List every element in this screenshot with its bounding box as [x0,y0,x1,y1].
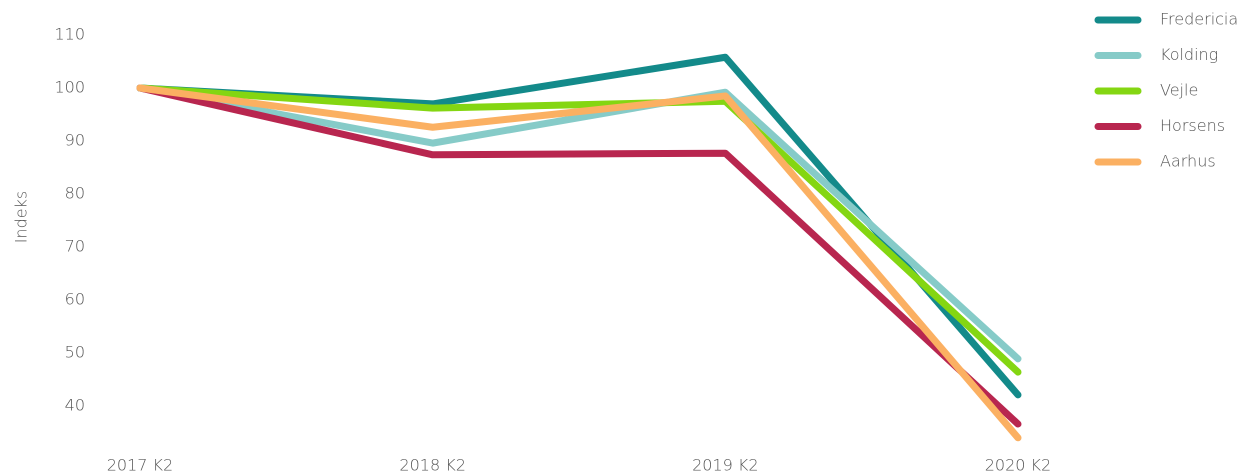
y-tick-label: 110 [54,25,85,44]
y-tick-label: 60 [65,290,85,309]
y-tick-label: 70 [65,237,85,256]
series-line [136,84,1022,442]
y-tick-label: 100 [54,78,85,97]
x-tick-label: 2019 K2 [692,456,758,475]
legend-label: Horsens [1160,116,1225,135]
legend-label: Aarhus [1160,152,1216,171]
series-line [136,84,1022,428]
series-line [136,84,1022,363]
y-tick-label: 90 [65,131,85,150]
legend-label: Vejle [1160,81,1198,100]
legend-label: Fredericia [1160,10,1238,29]
y-tick-label: 50 [65,343,85,362]
x-tick-label: 2017 K2 [107,456,173,475]
legend-label: Kolding [1160,45,1218,64]
series-line [136,84,1022,376]
y-tick-label: 40 [65,396,85,415]
x-tick-label: 2020 K2 [985,456,1051,475]
y-axis-label: Indeks [12,191,31,243]
y-tick-label: 80 [65,184,85,203]
x-tick-label: 2018 K2 [399,456,465,475]
